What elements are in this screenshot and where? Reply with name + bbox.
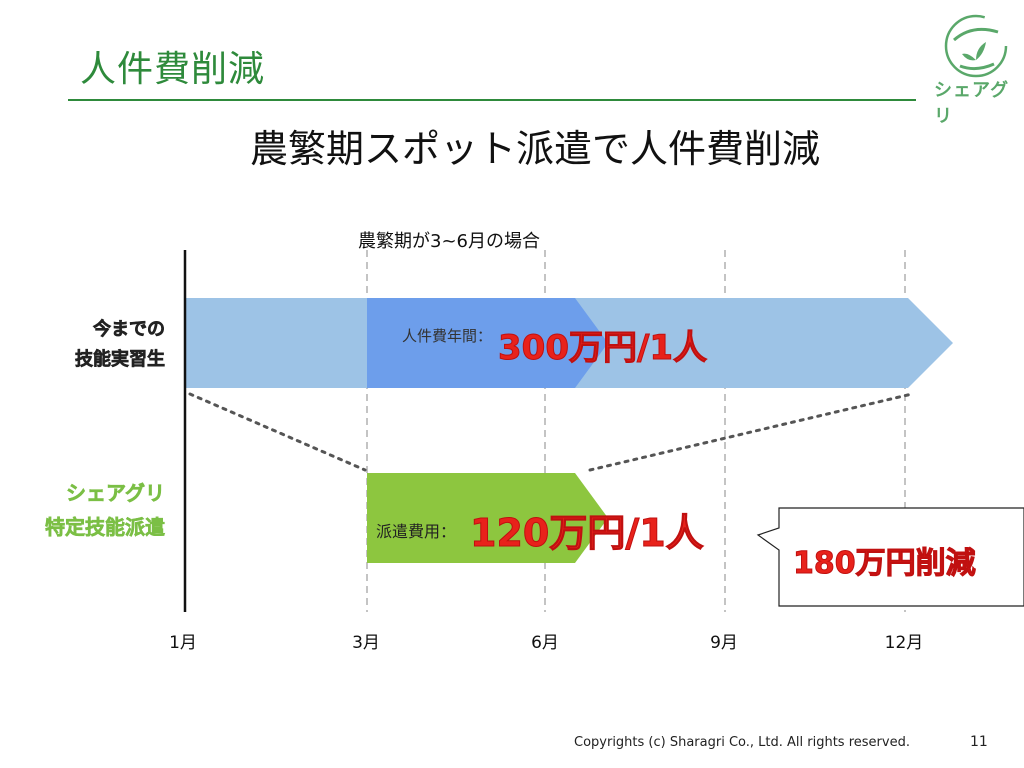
dotted-connector-right — [588, 392, 914, 472]
annual-cost-value: 300万円/1人 — [497, 328, 708, 369]
copyright-footer: Copyrights (c) Sharagri Co., Ltd. All ri… — [574, 735, 910, 750]
main-title: 農繁期スポット派遣で人件費削減 — [249, 127, 820, 171]
axis-month-6: 6月 — [531, 633, 559, 653]
row-label-current-line1: 今までの — [93, 319, 166, 341]
axis-month-1: 1月 — [169, 633, 197, 653]
dotted-connector-left — [188, 392, 367, 472]
axis-month-12: 12月 — [884, 633, 924, 653]
page-number: 11 — [970, 734, 988, 750]
page-header-title: 人件費削減 — [80, 49, 266, 90]
row-label-current-line2: 技能実習生 — [75, 349, 166, 371]
dispatch-cost-value: 120万円/1人 — [470, 511, 705, 556]
axis-month-3: 3月 — [352, 633, 380, 653]
header-divider — [68, 99, 916, 101]
sharagri-logo — [944, 14, 1008, 78]
dispatch-cost-label: 派遣費用： — [376, 522, 457, 541]
logo-wordmark: シェアグリ — [934, 80, 1010, 127]
dispatch-arrow — [367, 473, 608, 563]
savings-callout-text: 180万円削減 — [793, 546, 977, 582]
axis-month-9: 9月 — [710, 633, 738, 653]
savings-callout-bubble — [756, 507, 1024, 607]
scenario-note: 農繁期が3~6月の場合 — [358, 231, 540, 252]
row-label-sharagri-line1: シェアグリ — [66, 481, 166, 506]
peak-season-arrow — [367, 298, 608, 388]
row-label-sharagri-dispatch: シェアグリ 特定技能派遣 — [10, 476, 166, 544]
row-label-current-trainee: 今までの 技能実習生 — [20, 315, 166, 375]
annual-cost-label: 人件費年間： — [402, 327, 493, 345]
row-label-sharagri-line2: 特定技能派遣 — [45, 515, 166, 540]
